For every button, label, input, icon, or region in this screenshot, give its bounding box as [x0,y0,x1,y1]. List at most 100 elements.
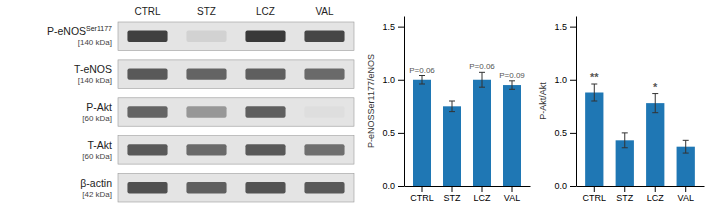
y-tick: 1.0 [554,75,576,85]
band [304,106,344,117]
annotation: ** [590,71,599,83]
tick-label: STZ [444,193,462,203]
tick-label: STZ [616,193,634,203]
error-cap [509,80,515,81]
error-cap [419,84,425,85]
bar-chart: 0.00.51.01.5CTRLSTZLCZVALP=0.06P=0.06P=0… [366,17,531,204]
tick-label: LCZ [647,193,665,203]
y-axis-title: P-Akt/Akt [538,82,548,120]
x-axis: CTRL STZ LCZ VAL [405,186,531,203]
row-sublabel: [60 kDa] [82,152,112,161]
row-label-main: P-eNOS [47,25,86,37]
band [245,31,285,42]
error-bar [622,133,628,148]
row-label: P-eNOSSer1177 [47,25,112,37]
bar [585,93,603,187]
x-tick: STZ [444,186,462,203]
y-tick: 1.5 [382,22,404,32]
row-label-main: β-actin [80,177,112,189]
y-tick: 0.0 [554,181,576,191]
tick-mark [570,80,576,81]
band [245,182,285,193]
error-cap [479,72,485,73]
error-cap [683,153,689,154]
axis-line [404,17,405,187]
error-cap [652,93,658,94]
x-axis: CTRLSTZLCZVAL [577,186,705,203]
row-sublabel: [60 kDa] [82,114,112,123]
error-cap [449,111,455,112]
error-cap [591,101,597,102]
band [245,144,285,155]
error-stem [482,72,483,87]
error-cap [419,75,425,76]
tick-label: 1.0 [382,75,395,85]
tick-label: CTRL [410,193,434,203]
error-stem [594,84,595,101]
band [245,106,285,117]
tick-mark [398,80,404,81]
row-label-superscript: Ser1177 [86,25,112,32]
tick-label: 0.0 [382,181,395,191]
error-stem [452,101,453,112]
lane-box [118,98,354,126]
row-label: T-Akt [87,139,112,151]
tick-mark [422,186,423,192]
band [127,31,167,42]
y-tick: 0.5 [554,128,576,138]
bar [413,80,431,186]
bar [473,80,491,186]
band [304,182,344,193]
group-label: STZ [197,6,216,17]
row-label: β-actin [80,177,112,189]
x-tick: LCZ [647,186,665,203]
error-cap [449,101,455,102]
band [127,144,167,155]
annotation: * [653,81,658,93]
error-stem [422,76,423,85]
group-label: CTRL [134,6,161,17]
tick-label: 1.5 [554,22,567,32]
x-tick: CTRL [583,186,607,203]
error-bar [591,84,597,101]
band [127,182,167,193]
x-tick: VAL [504,186,520,203]
tick-mark [570,133,576,134]
annotation: P=0.06 [469,62,495,71]
row-label-main: P-Akt [86,101,112,113]
y-axis: 0.0 0.5 1.0 1.5 [382,17,404,192]
error-cap [622,132,628,133]
x-tick: CTRL [410,186,434,203]
error-bar [449,101,455,112]
error-bar [509,81,515,90]
row-sublabel: [140 kDa] [78,76,112,85]
error-bar [419,76,425,85]
error-bar [652,94,658,113]
tick-label: 1.5 [382,22,395,32]
error-cap [591,84,597,85]
tick-label: 0.5 [382,128,395,138]
x-tick: LCZ [473,186,491,203]
band [127,106,167,117]
tick-mark [452,186,453,192]
tick-label: 0.0 [554,181,567,191]
bar [503,85,521,186]
error-cap [683,140,689,141]
tick-label: LCZ [473,193,491,203]
tick-mark [512,186,513,192]
band [186,144,226,155]
error-cap [479,87,485,88]
error-stem [512,81,513,90]
band [304,31,344,42]
tick-mark [570,186,576,187]
y-tick: 0.0 [382,181,404,191]
bar [443,106,461,186]
axis-line [576,17,577,187]
row-label: P-Akt [86,101,112,113]
error-cap [622,147,628,148]
row-label-main: T-Akt [87,139,112,151]
error-bar [479,72,485,87]
tick-mark [594,186,595,192]
tick-mark [655,186,656,192]
plot-marks [413,72,521,186]
